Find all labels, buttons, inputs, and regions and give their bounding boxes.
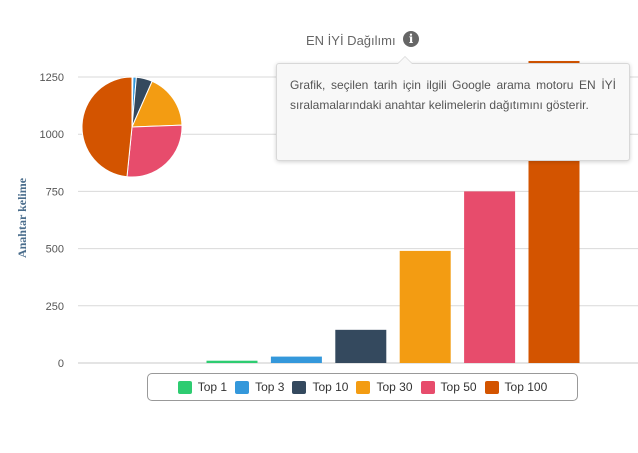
legend-label: Top 3 <box>255 380 285 394</box>
y-tick-label: 1250 <box>40 72 64 84</box>
legend-label: Top 30 <box>376 380 413 394</box>
legend-swatch <box>356 380 371 394</box>
pie-chart <box>81 76 183 178</box>
legend-item-top-10[interactable]: Top 10 <box>292 380 348 394</box>
legend-item-top-50[interactable]: Top 50 <box>420 380 477 394</box>
pie-slice-top-100[interactable] <box>81 76 133 178</box>
pie-slice-top-50[interactable] <box>126 124 183 178</box>
pie-slice-top-30[interactable] <box>131 80 183 128</box>
y-tick-label: 500 <box>46 244 64 256</box>
legend-swatch <box>235 380 250 394</box>
info-tooltip: Grafik, seçilen tarih için ilgili Google… <box>276 56 630 161</box>
y-tick-label: 250 <box>46 301 64 313</box>
legend-swatch <box>420 380 435 394</box>
chart-title: EN İYİ Dağılımı <box>306 33 396 48</box>
legend-swatch <box>484 380 499 394</box>
y-axis-ticks: 0 250 500 750 1000 1250 <box>40 72 64 370</box>
legend-item-top-3[interactable]: Top 3 <box>235 380 284 394</box>
y-tick-label: 1000 <box>40 129 64 141</box>
info-circle-icon[interactable]: i <box>403 31 419 47</box>
bar-top-3[interactable] <box>270 356 322 363</box>
chart-legend: Top 1 Top 3 Top 10 Top 30 Top 50 Top 100 <box>147 373 578 401</box>
legend-item-top-1[interactable]: Top 1 <box>177 380 228 394</box>
legend-swatch <box>292 380 307 394</box>
legend-item-top-30[interactable]: Top 30 <box>356 380 413 394</box>
legend-swatch <box>177 380 192 394</box>
legend-item-top-100[interactable]: Top 100 <box>484 380 548 394</box>
legend-label: Top 1 <box>197 380 228 394</box>
bar-top-1[interactable] <box>206 360 258 363</box>
y-axis-label: Anahtar kelime <box>15 177 29 258</box>
chart-header: EN İYİ Dağılımı i <box>0 31 638 51</box>
legend-label: Top 50 <box>440 380 477 394</box>
bar-top-30[interactable] <box>399 250 451 363</box>
bar-top-10[interactable] <box>335 329 387 363</box>
bar-top-50[interactable] <box>464 191 516 363</box>
legend-label: Top 100 <box>504 380 548 394</box>
y-tick-label: 750 <box>46 186 64 198</box>
tooltip-text: Grafik, seçilen tarih için ilgili Google… <box>290 78 616 112</box>
legend-label: Top 10 <box>312 380 349 394</box>
y-tick-label: 0 <box>58 358 64 370</box>
